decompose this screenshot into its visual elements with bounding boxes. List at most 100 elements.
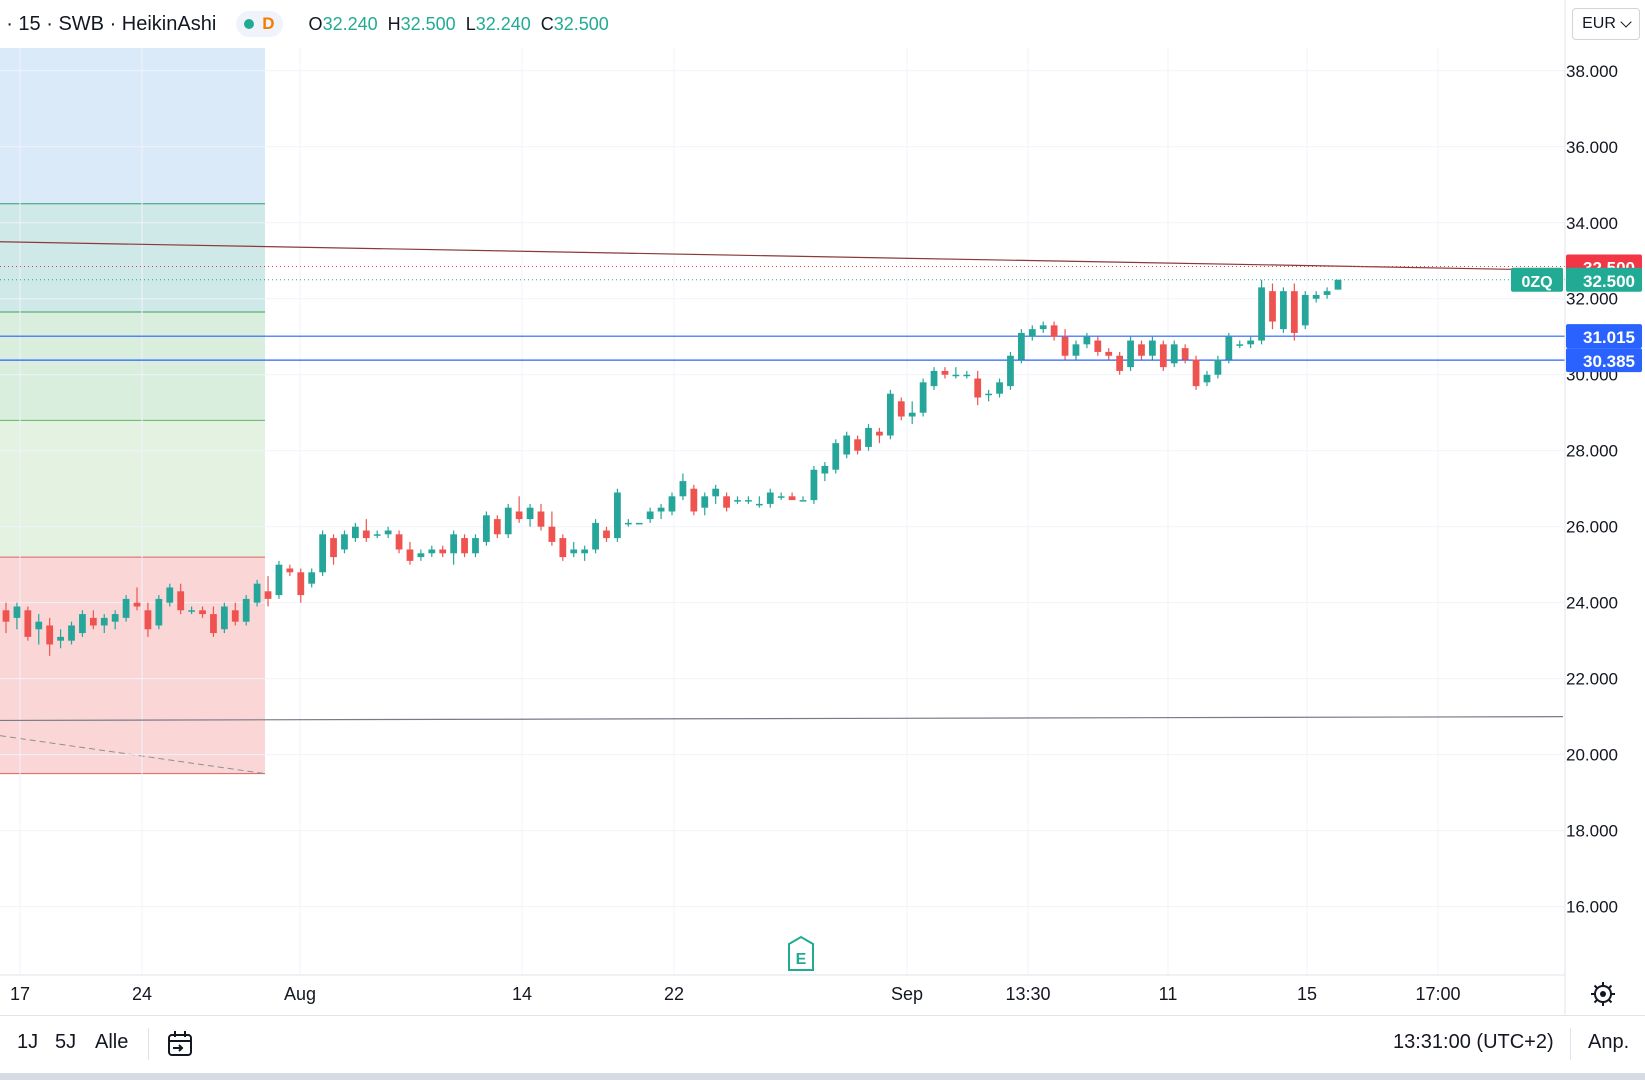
time-tick-label: 22 — [664, 984, 684, 1004]
candle — [635, 522, 643, 525]
candle — [406, 541, 414, 565]
candle — [1290, 283, 1298, 341]
candle-body — [1061, 336, 1069, 356]
currency-label: EUR — [1582, 15, 1616, 32]
price-tick-label: 22.000 — [1566, 670, 1618, 689]
candle-body — [1007, 355, 1014, 387]
candle — [100, 614, 108, 634]
candle — [483, 511, 490, 546]
candle-body — [548, 526, 556, 542]
trend-line — [0, 716, 1564, 722]
candle-body — [155, 598, 163, 626]
candle-body — [210, 614, 217, 634]
fib-zones — [0, 48, 266, 775]
candle — [319, 530, 327, 577]
candle — [1094, 336, 1102, 356]
chart-header: ) · 15 · SWB · HeikinAshi D O32.240 H32.… — [0, 8, 609, 40]
candle — [996, 378, 1003, 398]
currency-select[interactable]: EUR — [1572, 8, 1640, 40]
candle — [810, 465, 818, 504]
candle-body — [515, 511, 523, 520]
price-tick-label: 38.000 — [1566, 62, 1618, 81]
candle-body — [253, 583, 261, 603]
candle — [559, 534, 567, 561]
candle — [2, 602, 10, 634]
range-5j-button[interactable]: 5J — [55, 1031, 77, 1053]
candle — [351, 522, 359, 542]
price-tick-label: 32.000 — [1566, 290, 1618, 309]
candle-body — [1138, 344, 1145, 356]
price-tick-label: 28.000 — [1566, 442, 1618, 461]
price-badge-label: 31.015 — [1583, 328, 1635, 347]
price-badge — [1566, 324, 1642, 349]
candle-body — [843, 435, 851, 455]
candle-body — [745, 500, 752, 502]
earnings-marker-letter: E — [796, 951, 807, 968]
candle — [1301, 291, 1309, 330]
candle-body — [1258, 287, 1265, 341]
candle — [13, 602, 21, 630]
candle — [854, 435, 861, 455]
ohlc-readout: O32.240 H32.500 L32.240 C32.500 — [309, 14, 609, 35]
candle-body — [1280, 291, 1287, 330]
candle-body — [1181, 348, 1189, 360]
gear-icon[interactable] — [1591, 982, 1615, 1006]
candle — [1323, 287, 1331, 299]
candle-body — [908, 412, 916, 417]
candle — [89, 610, 97, 630]
price-badge — [1566, 348, 1642, 373]
candle — [1017, 329, 1025, 364]
candle — [461, 534, 468, 558]
bottom-edge-strip — [0, 1073, 1645, 1080]
candle-body — [472, 538, 479, 554]
candle-body — [897, 401, 905, 417]
candle — [1225, 332, 1233, 364]
symbol-tag-badge — [1511, 267, 1563, 292]
range-all-button[interactable]: Alle — [95, 1031, 129, 1053]
candle — [941, 367, 949, 379]
candle — [570, 541, 578, 558]
candle-body — [1159, 344, 1167, 368]
ohlc-value: 32.500 — [400, 13, 456, 34]
candle-body — [1290, 291, 1298, 333]
candle-body — [930, 370, 938, 387]
candle-body — [144, 610, 152, 630]
auto-scale-button[interactable]: Anp. — [1588, 1031, 1630, 1053]
candle-body — [1116, 355, 1124, 371]
fib-zone — [0, 420, 265, 558]
candle — [614, 488, 621, 542]
candle — [24, 606, 32, 641]
candle-body — [799, 500, 807, 502]
candle-body — [122, 598, 130, 618]
calendar-goto-icon[interactable] — [166, 1029, 196, 1059]
candle — [701, 492, 709, 516]
earnings-marker[interactable]: E — [788, 935, 814, 971]
candle — [308, 568, 316, 588]
drawing-lines — [0, 241, 1565, 722]
candle-body — [854, 439, 861, 451]
candle — [264, 576, 272, 607]
candle — [253, 579, 261, 607]
candle-body — [810, 469, 818, 501]
candle — [1280, 287, 1287, 333]
candle-body — [952, 374, 960, 377]
market-status-pill[interactable]: D — [236, 11, 283, 37]
candle-body — [985, 393, 993, 396]
candle-body — [188, 610, 195, 612]
symbol-title[interactable]: ) · 15 · SWB · HeikinAshi — [0, 12, 217, 35]
candle-body — [57, 636, 64, 641]
candle — [472, 534, 479, 558]
clock-timezone[interactable]: 13:31:00 (UTC+2) — [1393, 1031, 1554, 1053]
candle — [1170, 340, 1178, 368]
candle — [723, 492, 730, 512]
range-1j-button[interactable]: 1J — [17, 1031, 39, 1053]
candle — [766, 488, 774, 508]
candle-body — [996, 382, 1003, 394]
candle-body — [1127, 340, 1134, 368]
candle — [1083, 332, 1091, 349]
candle-body — [592, 522, 599, 550]
candle-body — [657, 507, 665, 512]
candle — [592, 519, 599, 554]
candle-body — [526, 507, 534, 520]
